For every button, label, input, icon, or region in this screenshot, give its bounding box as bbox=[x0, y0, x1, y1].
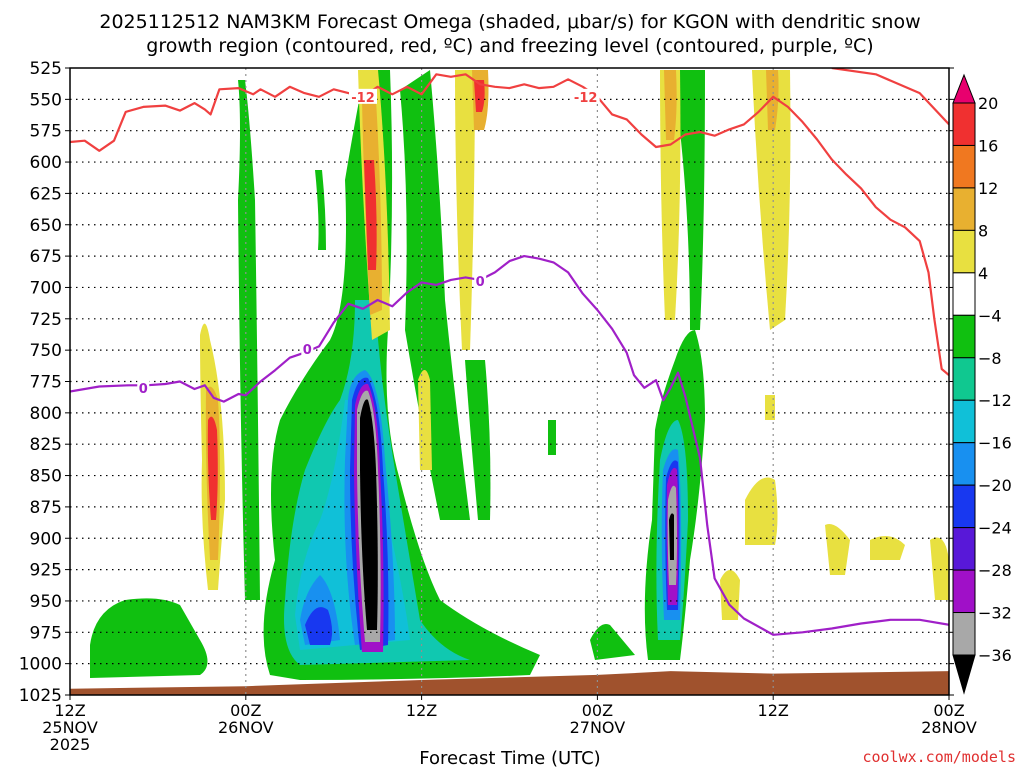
colorbar-label: −20 bbox=[978, 476, 1012, 495]
y-tick-label: 850 bbox=[30, 467, 62, 487]
colorbar-label: 4 bbox=[978, 264, 988, 283]
chart-title-line2: growth region (contoured, red, ºC) and f… bbox=[146, 35, 873, 57]
contour-label-bg bbox=[474, 273, 487, 289]
x-tick-label: 00Z bbox=[230, 701, 261, 720]
terrain-below-ground bbox=[70, 671, 949, 695]
contour-line bbox=[831, 68, 949, 126]
colorbar-label: 12 bbox=[978, 179, 998, 198]
y-tick-label: 625 bbox=[30, 184, 62, 204]
contour-label-bg bbox=[137, 379, 150, 395]
colorbar-label: 20 bbox=[978, 94, 998, 113]
y-tick-label: 975 bbox=[30, 623, 62, 643]
colorbar-swatch bbox=[952, 527, 976, 571]
colorbar-swatch bbox=[952, 484, 976, 529]
colorbar-swatch bbox=[952, 612, 976, 656]
y-tick-label: 1000 bbox=[19, 655, 62, 675]
x-tick-label: 26NOV bbox=[218, 718, 274, 737]
colorbar-label: −32 bbox=[978, 604, 1012, 623]
colorbar-swatch bbox=[952, 187, 976, 231]
colorbar-label: −36 bbox=[978, 646, 1012, 665]
x-tick-label: 00Z bbox=[582, 701, 613, 720]
colorbar-top-arrow bbox=[952, 73, 976, 104]
omega-colorbar: 20 16 12 8 4 −4 −8 −12 −16 −20 −24 −28 −32 −36 bbox=[952, 73, 1012, 695]
colorbar-label: −4 bbox=[978, 306, 1002, 325]
colorbar-label: −8 bbox=[978, 349, 1002, 368]
time-gridlines bbox=[245, 68, 774, 695]
colorbar-swatch bbox=[952, 569, 976, 614]
x-tick-label: 12Z bbox=[406, 701, 437, 720]
x-tick-label: 12Z bbox=[758, 701, 789, 720]
y-tick-label: 650 bbox=[30, 216, 62, 236]
colorbar-bottom-arrow bbox=[952, 654, 976, 695]
colorbar-swatch bbox=[952, 442, 976, 486]
contour-line bbox=[70, 255, 949, 636]
pressure-gridlines bbox=[70, 98, 949, 665]
y-tick-label: 550 bbox=[30, 90, 62, 110]
colorbar-swatch bbox=[952, 229, 976, 274]
y-tick-label: 950 bbox=[30, 592, 62, 612]
omega-black-region bbox=[360, 399, 674, 630]
temperature-contours: -12 -12 0 0 0 bbox=[70, 68, 949, 636]
x-tick-label: 12Z bbox=[54, 701, 85, 720]
y-tick-label: 575 bbox=[30, 122, 62, 142]
y-tick-label: 825 bbox=[30, 435, 62, 455]
contour-label-bg bbox=[571, 88, 600, 104]
y-tick-label: 775 bbox=[30, 373, 62, 393]
colorbar-swatch bbox=[952, 144, 976, 189]
contour-label: 0 bbox=[139, 382, 148, 397]
contour-line bbox=[70, 73, 949, 377]
x-tick-label: 27NOV bbox=[570, 718, 626, 737]
colorbar-label: −16 bbox=[978, 434, 1012, 453]
contour-label: -12 bbox=[574, 91, 598, 106]
contour-label: -12 bbox=[351, 91, 375, 106]
y-tick-label: 800 bbox=[30, 404, 62, 424]
colorbar-swatch bbox=[952, 399, 976, 444]
y-tick-label: 875 bbox=[30, 498, 62, 518]
x-tick-label: 00Z bbox=[933, 701, 964, 720]
colorbar-label: −12 bbox=[978, 391, 1012, 410]
y-tick-label: 900 bbox=[30, 529, 62, 549]
y-tick-label: 675 bbox=[30, 247, 62, 267]
x-axis-label: Forecast Time (UTC) bbox=[419, 748, 600, 768]
colorbar-swatch bbox=[952, 357, 976, 401]
colorbar-label: −24 bbox=[978, 519, 1012, 538]
x-tick-label: 2025 bbox=[50, 735, 91, 754]
y-tick-label: 1025 bbox=[19, 686, 62, 706]
colorbar-label: 16 bbox=[978, 136, 998, 155]
contour-label: 0 bbox=[303, 343, 312, 358]
y-tick-label: 700 bbox=[30, 278, 62, 298]
omega-red-region bbox=[207, 80, 485, 520]
contour-label: 0 bbox=[476, 275, 485, 290]
y-tick-label: 750 bbox=[30, 341, 62, 361]
colorbar-label: 8 bbox=[978, 221, 988, 240]
x-tick-label: 25NOV bbox=[42, 718, 98, 737]
omega-shaded-field bbox=[70, 70, 949, 695]
y-tick-label: 925 bbox=[30, 561, 62, 581]
colorbar-label: −28 bbox=[978, 561, 1012, 580]
contour-label-bg bbox=[301, 340, 314, 356]
colorbar-swatch bbox=[952, 272, 976, 316]
x-tick-label: 28NOV bbox=[921, 718, 977, 737]
chart-title-line1: 2025112512 NAM3KM Forecast Omega (shaded… bbox=[99, 11, 920, 33]
colorbar-swatch bbox=[952, 314, 976, 359]
colorbar-swatch bbox=[952, 102, 976, 146]
contour-label-bg bbox=[349, 88, 377, 104]
y-tick-label: 725 bbox=[30, 310, 62, 330]
y-tick-label: 600 bbox=[30, 153, 62, 173]
credit-text: coolwx.com/models bbox=[862, 748, 1016, 766]
y-tick-label: 525 bbox=[30, 59, 62, 79]
